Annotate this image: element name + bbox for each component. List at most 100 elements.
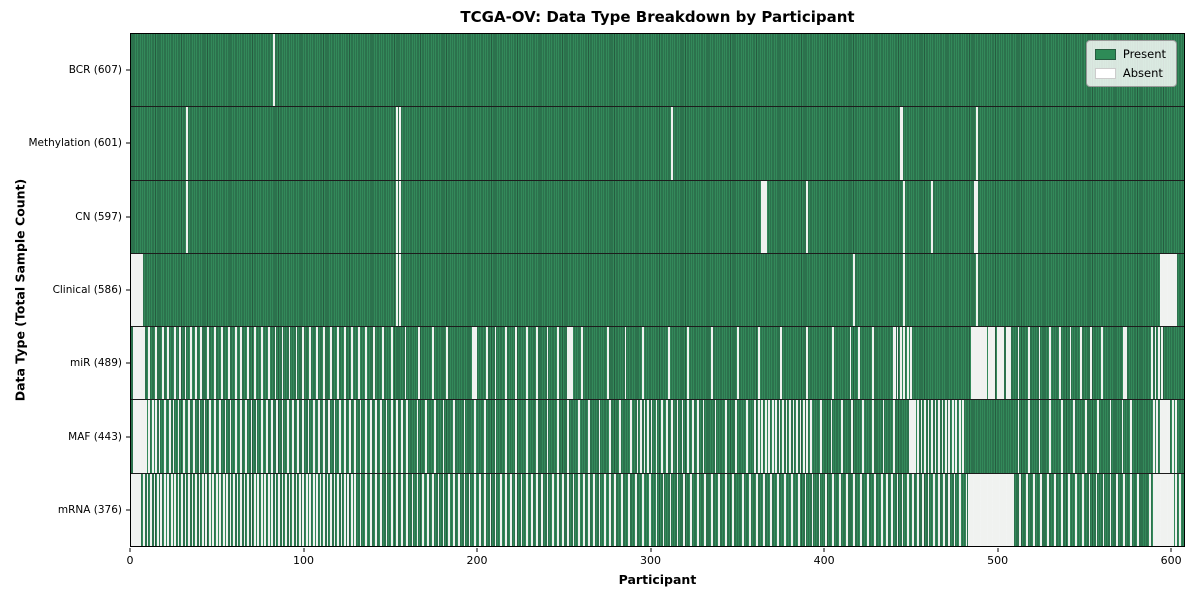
absent-bar: [908, 400, 911, 473]
absent-bar: [1170, 473, 1172, 546]
absent-bar: [151, 400, 154, 473]
absent-bar: [1161, 327, 1164, 400]
absent-bar: [1028, 400, 1030, 473]
absent-bar: [380, 400, 383, 473]
absent-bar: [191, 473, 194, 546]
absent-bar: [880, 473, 883, 546]
absent-bar: [977, 473, 980, 546]
absent-bar: [692, 400, 694, 473]
absent-bar: [136, 473, 138, 546]
absent-bar: [583, 473, 585, 546]
absent-bar: [330, 473, 332, 546]
absent-bar: [525, 400, 528, 473]
absent-bar: [344, 473, 346, 546]
chart-title: TCGA-OV: Data Type Breakdown by Particip…: [460, 8, 855, 26]
absent-bar: [893, 400, 895, 473]
absent-bar: [577, 473, 580, 546]
absent-bar: [250, 400, 253, 473]
absent-bar: [922, 473, 925, 546]
absent-bar: [274, 473, 277, 546]
absent-bar: [686, 400, 689, 473]
absent-bar: [647, 400, 649, 473]
absent-bar: [984, 327, 987, 400]
absent-bar: [655, 400, 658, 473]
absent-bar: [432, 473, 435, 546]
absent-bar: [1048, 400, 1051, 473]
absent-bar: [233, 473, 235, 546]
absent-bar: [569, 327, 571, 400]
absent-bar: [323, 400, 325, 473]
absent-bar: [1061, 473, 1063, 546]
absent-bar: [281, 473, 284, 546]
absent-bar: [603, 473, 606, 546]
absent-bar: [364, 473, 367, 546]
absent-bar: [505, 400, 507, 473]
absent-bar: [390, 327, 393, 400]
absent-bar: [309, 327, 312, 400]
absent-bar: [948, 400, 951, 473]
absent-bar: [655, 473, 658, 546]
absent-bar: [671, 400, 674, 473]
absent-bar: [955, 400, 958, 473]
absent-bar: [943, 473, 945, 546]
absent-bar: [974, 180, 977, 253]
absent-bar: [182, 400, 185, 473]
absent-bar: [240, 473, 242, 546]
absent-bar: [219, 473, 222, 546]
absent-bar: [271, 400, 273, 473]
absent-bar: [745, 400, 748, 473]
absent-bar: [319, 473, 322, 546]
absent-bar: [768, 400, 771, 473]
absent-bar: [515, 400, 518, 473]
absent-bar: [333, 473, 336, 546]
present-swatch-icon: [1094, 48, 1116, 60]
absent-bar: [1081, 473, 1084, 546]
absent-bar: [953, 473, 956, 546]
absent-bar: [143, 327, 145, 400]
absent-bar: [1178, 473, 1181, 546]
absent-bar: [972, 473, 975, 546]
absent-bar: [160, 473, 163, 546]
absent-bar: [624, 327, 627, 400]
absent-bar: [977, 327, 980, 400]
absent-bar: [976, 180, 978, 253]
absent-bar: [137, 253, 140, 327]
absent-bar: [891, 473, 894, 546]
absent-bar: [330, 327, 332, 400]
absent-bar: [399, 107, 402, 180]
absent-bar: [910, 327, 913, 400]
absent-bar: [567, 400, 570, 473]
absent-bar: [913, 400, 916, 473]
absent-bar: [473, 473, 476, 546]
x-tick-mark: [303, 548, 305, 552]
absent-bar: [896, 327, 899, 400]
absent-bar: [266, 400, 268, 473]
absent-bar: [557, 327, 559, 400]
absent-bar: [906, 327, 909, 400]
absent-bar: [976, 253, 978, 327]
absent-bar: [486, 327, 488, 400]
y-tick-mark: [126, 362, 130, 364]
absent-bar: [998, 473, 1001, 546]
x-tick-label: 600: [1160, 554, 1182, 567]
absent-bar: [208, 400, 211, 473]
absent-bar: [267, 473, 270, 546]
absent-bar: [350, 473, 353, 546]
absent-bar: [912, 473, 914, 546]
y-tick-label: Methylation (601): [28, 137, 122, 150]
absent-bar: [136, 400, 138, 473]
absent-bar: [505, 327, 507, 400]
absent-bar: [179, 327, 182, 400]
absent-bar: [979, 327, 982, 400]
absent-bar: [920, 400, 923, 473]
absent-bar: [993, 327, 996, 400]
absent-bar: [1164, 400, 1167, 473]
absent-bar: [156, 473, 159, 546]
absent-bar: [494, 327, 497, 400]
absent-bar: [763, 473, 765, 546]
absent-bar: [155, 400, 157, 473]
absent-bar: [764, 400, 767, 473]
absent-bar: [234, 327, 237, 400]
absent-bar: [375, 473, 377, 546]
absent-bar: [1090, 327, 1093, 400]
